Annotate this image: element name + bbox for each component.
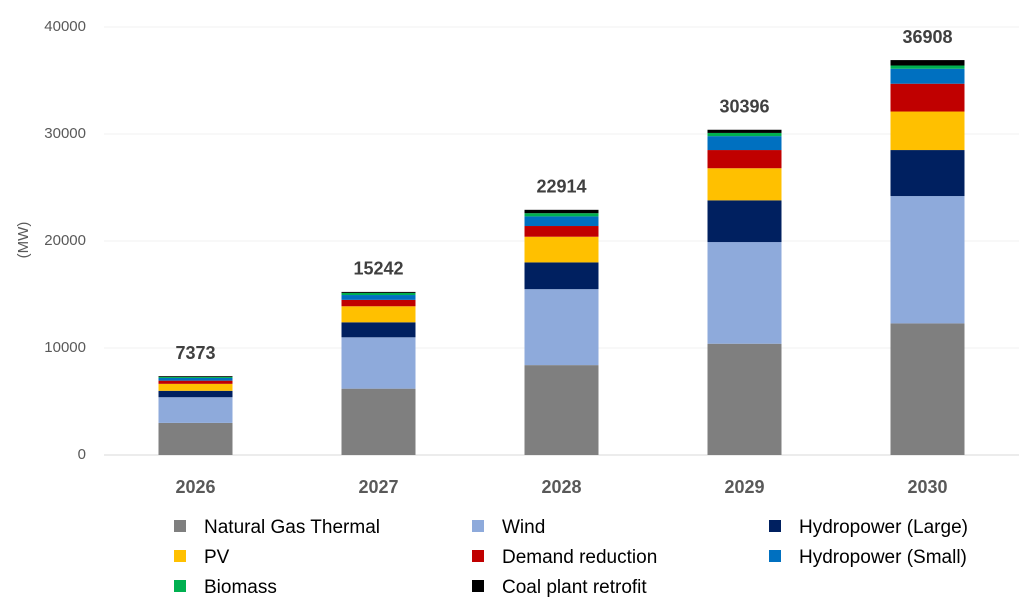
bar-segment [890, 60, 965, 66]
bar-segment [341, 306, 416, 323]
x-tick-label: 2028 [541, 477, 581, 497]
bar-segment [890, 111, 965, 151]
bar-segment [890, 323, 965, 455]
x-tick-label: 2030 [907, 477, 947, 497]
total-label: 36908 [902, 27, 952, 47]
legend-label: Hydropower (Large) [799, 517, 968, 538]
legend-swatch [769, 520, 781, 532]
legend-swatch [769, 550, 781, 562]
bar-segment [524, 213, 599, 217]
x-tick-label: 2027 [358, 477, 398, 497]
legend-label: Hydropower (Small) [799, 547, 967, 568]
x-tick-label: 2029 [724, 477, 764, 497]
legend-swatch [174, 580, 186, 592]
bar-segment [524, 226, 599, 237]
bar-segment [341, 299, 416, 307]
bar-segment [341, 291, 416, 293]
total-label: 22914 [536, 177, 586, 197]
y-tick-label: 20000 [44, 232, 86, 249]
bar-segment [707, 150, 782, 169]
bar-segment [341, 292, 416, 296]
bar-segment [707, 129, 782, 133]
bar-segment [524, 262, 599, 290]
y-tick-label: 30000 [44, 125, 86, 142]
bar-segment [158, 380, 233, 384]
bar-segment [707, 168, 782, 201]
y-tick-label: 40000 [44, 18, 86, 35]
legend-swatch [472, 520, 484, 532]
bar-segment [707, 136, 782, 151]
bar-segment [158, 390, 233, 398]
legend-swatch [174, 550, 186, 562]
legend-label: Natural Gas Thermal [204, 517, 380, 538]
bar-segment [890, 68, 965, 84]
bar-segment [341, 388, 416, 455]
legend-swatch [472, 580, 484, 592]
bar-segment [524, 216, 599, 227]
bar-segment [890, 150, 965, 197]
bar-segment [524, 365, 599, 455]
y-axis-label: (MW) [15, 222, 32, 259]
total-label: 30396 [719, 97, 769, 117]
y-tick-label: 0 [78, 446, 86, 463]
bar-segment [524, 236, 599, 263]
bar-segment [341, 295, 416, 300]
bar-segment [158, 383, 233, 391]
legend-swatch [174, 520, 186, 532]
bar-segment [707, 343, 782, 455]
legend-label: Biomass [204, 577, 277, 598]
bar-segment [158, 376, 233, 377]
bar-segment [524, 209, 599, 214]
bar-segment [341, 322, 416, 338]
bar-segment [707, 242, 782, 344]
bar-segment [158, 377, 233, 381]
x-tick-label: 2026 [175, 477, 215, 497]
bar-segment [341, 337, 416, 389]
y-tick-label: 10000 [44, 339, 86, 356]
legend-swatch [472, 550, 484, 562]
bar-segment [890, 196, 965, 324]
legend-label: Coal plant retrofit [502, 577, 647, 598]
bar-segment [524, 289, 599, 366]
total-label: 7373 [175, 343, 215, 363]
total-label: 15242 [353, 259, 403, 279]
bar-segment [158, 422, 233, 455]
bar-segment [707, 132, 782, 137]
bar-segment [707, 200, 782, 243]
bar-segment [158, 397, 233, 423]
bar-segment [890, 65, 965, 69]
legend-label: PV [204, 547, 230, 568]
legend-label: Demand reduction [502, 547, 657, 568]
bar-segment [158, 376, 233, 378]
bar-segment [890, 83, 965, 112]
legend-label: Wind [502, 517, 545, 538]
